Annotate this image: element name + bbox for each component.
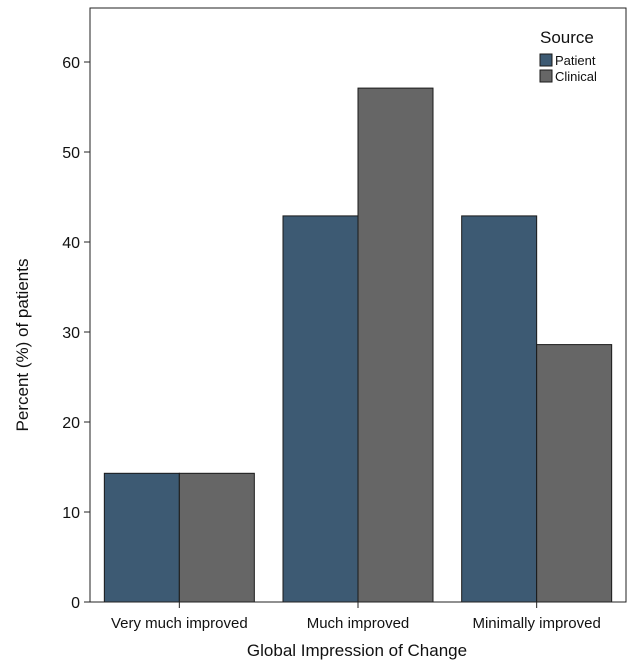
bar-clinical-3 xyxy=(536,344,613,603)
bar-patient-3 xyxy=(461,215,538,603)
y-tick-label: 30 xyxy=(62,325,80,342)
x-axis: Very much improved Much improved Minimally… xyxy=(111,602,601,632)
y-tick-label: 0 xyxy=(71,595,80,612)
y-tick-label: 20 xyxy=(62,415,80,432)
x-tick-label: Very much improved xyxy=(111,615,248,632)
y-tick-label: 50 xyxy=(62,145,80,162)
bar-patient-2 xyxy=(282,215,359,603)
legend-label-patient: Patient xyxy=(555,53,596,68)
bar-patient-1 xyxy=(103,472,180,603)
y-tick-label: 10 xyxy=(62,505,80,522)
x-tick-label: Minimally improved xyxy=(472,615,600,632)
x-tick-label: Much improved xyxy=(307,615,410,632)
y-tick-label: 60 xyxy=(62,55,80,72)
legend-swatch-clinical xyxy=(539,69,553,83)
bar-clinical-1 xyxy=(178,472,255,603)
legend-swatch-patient xyxy=(539,53,553,67)
y-axis: 0 10 20 30 40 50 60 xyxy=(62,55,90,612)
y-tick-label: 40 xyxy=(62,235,80,252)
x-axis-title: Global Impression of Change xyxy=(247,641,467,660)
bar-clinical-2 xyxy=(357,87,434,603)
plot-area xyxy=(89,7,627,603)
legend-label-clinical: Clinical xyxy=(555,69,597,84)
legend-title: Source xyxy=(540,28,594,47)
y-axis-title: Percent (%) of patients xyxy=(13,259,32,432)
